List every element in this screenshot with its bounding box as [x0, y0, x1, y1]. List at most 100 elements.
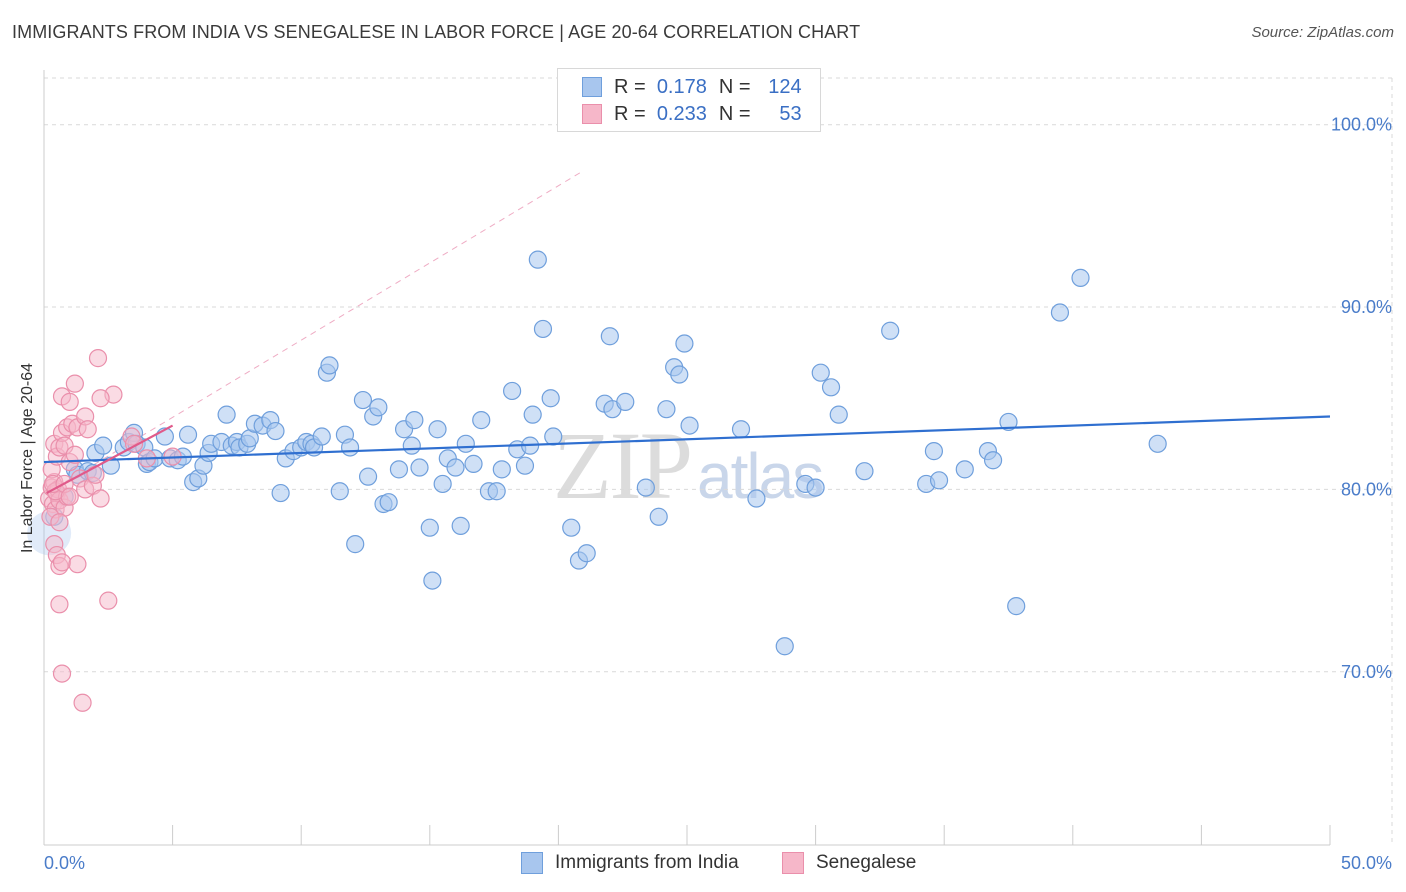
chart-title: IMMIGRANTS FROM INDIA VS SENEGALESE IN L…	[12, 22, 861, 42]
senegalese-point-26	[91, 489, 110, 508]
india-point-63	[420, 518, 439, 537]
bottom-legend-swatch-senegalese	[782, 852, 804, 874]
india-point-75	[492, 460, 511, 479]
india-point-74	[487, 482, 506, 501]
y-tick-label-70: 70.0%	[1341, 662, 1392, 682]
legend: R = 0.178 N = 124 R = 0.233 N = 53	[557, 68, 821, 132]
legend-r-label: R =	[614, 102, 646, 125]
india-point-70	[456, 434, 475, 453]
india-point-64	[423, 571, 442, 590]
india-point-96	[670, 365, 689, 384]
india-point-66	[433, 474, 452, 494]
legend-row-india: R = 0.178 N = 124	[582, 75, 802, 99]
india-point-89	[600, 327, 619, 346]
india-point-58	[389, 460, 409, 479]
senegalese-trendline	[46, 424, 174, 495]
india-point-119	[806, 478, 825, 497]
india-point-98	[680, 416, 699, 435]
india-point-82	[533, 319, 553, 339]
india-point-76	[503, 381, 522, 401]
bottom-legend-label-india: Immigrants from India	[555, 852, 739, 873]
india-point-7	[94, 436, 113, 455]
india-point-105	[829, 405, 848, 424]
x-tick-label-min: 0.0%	[44, 853, 85, 873]
india-point-110	[929, 471, 949, 490]
india-point-93	[649, 507, 668, 526]
india-point-116	[1050, 303, 1070, 322]
india-point-57	[379, 493, 398, 512]
bottom-legend-label-senegalese: Senegalese	[816, 852, 917, 873]
india-point-48	[330, 482, 349, 501]
india-point-78	[515, 456, 535, 475]
y-tick-label-80: 80.0%	[1341, 479, 1392, 499]
senegalese-point-22	[78, 420, 97, 439]
trendlines-layer	[43, 415, 1331, 495]
senegalese-point-52	[60, 487, 79, 506]
india-point-62	[410, 458, 429, 477]
legend-r-value-india: 0.178	[656, 75, 707, 98]
india-point-38	[271, 483, 290, 503]
india-point-104	[821, 378, 841, 397]
senegalese-point-36	[99, 591, 118, 610]
india-point-111	[955, 460, 974, 479]
india-point-92	[636, 478, 655, 497]
senegalese-point-48	[65, 445, 84, 464]
senegalese-point-33	[52, 553, 72, 572]
india-point-97	[675, 334, 694, 353]
legend-swatch-india	[582, 77, 602, 97]
india-point-65	[428, 420, 447, 439]
india-point-113	[983, 451, 1003, 470]
legend-n-value-india: 124	[768, 75, 802, 98]
bottom-legend-swatch-india	[521, 852, 543, 874]
india-points-layer	[27, 250, 1167, 656]
india-point-50	[340, 438, 360, 457]
india-point-81	[528, 250, 547, 269]
india-point-55	[369, 398, 388, 417]
india-point-84	[544, 427, 563, 446]
senegalese-point-35	[50, 595, 69, 614]
india-point-51	[346, 535, 365, 554]
senegalese-point-50	[50, 513, 69, 532]
bottom-legend-india: Immigrants from India	[521, 852, 739, 874]
india-point-69	[451, 516, 470, 535]
senegalese-point-27	[88, 349, 108, 368]
india-point-99	[731, 420, 751, 439]
india-point-68	[446, 458, 465, 477]
legend-r-label: R =	[614, 75, 646, 98]
india-point-107	[881, 321, 900, 340]
senegalese-point-38	[73, 693, 92, 712]
legend-row-senegalese: R = 0.233 N = 53	[582, 102, 802, 126]
india-point-60	[402, 436, 421, 455]
gridlines	[44, 77, 1393, 845]
y-axis-label: In Labor Force | Age 20-64	[19, 362, 36, 554]
india-point-103	[811, 363, 830, 382]
x-tick-label-max: 50.0%	[1341, 853, 1392, 873]
legend-n-value-senegalese: 53	[779, 102, 802, 125]
y-tick-label-100: 100.0%	[1331, 115, 1392, 135]
source-label: Source: ZipAtlas.com	[1251, 24, 1394, 41]
india-point-117	[1071, 268, 1090, 287]
india-point-37	[266, 421, 285, 441]
india-point-91	[616, 392, 635, 411]
watermark-zip: ZIP	[553, 412, 693, 519]
india-point-109	[924, 442, 944, 461]
tick-labels: 70.0% 80.0% 90.0% 100.0% 0.0% 50.0%	[44, 115, 1392, 873]
india-point-83	[541, 389, 560, 408]
india-point-52	[353, 390, 373, 410]
india-point-106	[855, 462, 874, 481]
india-point-45	[312, 427, 331, 446]
india-point-87	[577, 544, 596, 563]
senegalese-point-29	[91, 389, 110, 408]
senegalese-point-17	[60, 392, 79, 411]
india-point-71	[464, 454, 483, 473]
india-point-80	[523, 405, 542, 424]
india-point-115	[1007, 597, 1026, 616]
india-point-53	[358, 467, 378, 486]
senegalese-point-18	[65, 374, 84, 393]
legend-swatch-senegalese	[582, 104, 602, 124]
senegalese-point-34	[68, 555, 87, 574]
india-trendline	[43, 415, 1331, 464]
india-point-94	[657, 400, 676, 419]
india-point-118	[1148, 434, 1167, 453]
legend-n-label: N =	[718, 75, 751, 98]
